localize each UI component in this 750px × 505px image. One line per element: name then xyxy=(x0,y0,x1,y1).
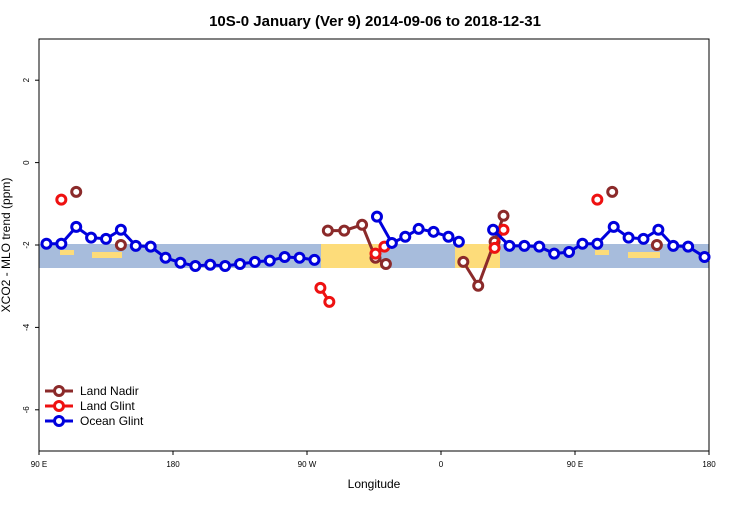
data-point xyxy=(323,295,336,308)
data-point xyxy=(591,193,604,206)
data-point xyxy=(497,223,510,236)
data-point xyxy=(379,257,392,270)
data-point xyxy=(442,230,455,243)
data-point xyxy=(607,220,620,233)
data-point xyxy=(234,257,246,270)
x-tick-label: 180 xyxy=(702,460,716,469)
legend-label: Land Glint xyxy=(80,399,135,413)
data-point xyxy=(452,235,465,248)
data-point xyxy=(174,256,187,269)
data-point xyxy=(189,260,202,273)
data-point xyxy=(563,246,576,259)
data-point xyxy=(457,255,470,268)
island xyxy=(92,252,122,258)
x-tick-label: 90 E xyxy=(567,460,583,469)
data-point xyxy=(385,236,398,249)
legend-label: Land Nadir xyxy=(80,384,139,398)
data-point xyxy=(129,239,142,252)
data-point xyxy=(114,223,127,236)
x-tick-label: 180 xyxy=(166,460,180,469)
x-tick-label: 0 xyxy=(439,460,444,469)
y-axis-label: XCO2 - MLO trend (ppm) xyxy=(0,178,13,313)
data-point xyxy=(70,220,83,233)
x-axis-label: Longitude xyxy=(348,477,401,491)
data-point xyxy=(518,239,531,252)
island xyxy=(60,250,74,255)
data-point xyxy=(321,224,334,237)
data-point xyxy=(263,254,276,267)
data-point xyxy=(55,193,68,206)
island xyxy=(628,252,660,258)
data-point xyxy=(370,210,383,223)
data-point xyxy=(369,247,382,260)
data-point xyxy=(606,185,619,198)
data-point xyxy=(159,251,172,264)
x-tick-label: 90 E xyxy=(31,460,47,469)
data-point xyxy=(637,232,650,245)
data-point xyxy=(698,250,711,263)
data-point xyxy=(412,222,425,235)
y-tick-label: 2 xyxy=(22,77,31,82)
data-point xyxy=(667,239,680,252)
data-point xyxy=(144,240,157,253)
data-point xyxy=(314,281,327,294)
y-tick-label: -6 xyxy=(22,406,31,414)
data-point xyxy=(204,258,217,271)
data-point xyxy=(399,230,412,243)
island xyxy=(595,250,609,255)
data-point xyxy=(248,255,261,268)
data-point xyxy=(503,239,516,252)
data-point xyxy=(591,237,604,250)
data-point xyxy=(488,241,501,254)
data-point xyxy=(548,247,561,260)
legend-marker xyxy=(53,415,65,427)
data-point xyxy=(576,237,589,250)
data-point xyxy=(682,240,695,253)
data-point xyxy=(100,232,112,245)
data-point xyxy=(338,224,351,237)
legend-marker xyxy=(53,385,65,397)
chart-title: 10S-0 January (Ver 9) 2014-09-06 to 2018… xyxy=(209,13,541,30)
data-point xyxy=(497,209,510,222)
y-tick-label: 0 xyxy=(22,160,31,165)
data-point xyxy=(472,279,485,292)
data-point xyxy=(55,237,68,250)
data-point xyxy=(650,239,663,251)
data-point xyxy=(40,237,53,250)
legend-label: Ocean Glint xyxy=(80,414,144,428)
data-point xyxy=(114,239,127,251)
data-point xyxy=(70,185,83,198)
data-point xyxy=(427,225,440,238)
data-point xyxy=(622,231,635,244)
data-point xyxy=(219,260,232,273)
x-tick-label: 90 W xyxy=(298,460,317,469)
data-point xyxy=(293,251,306,264)
data-point xyxy=(533,240,546,253)
data-point xyxy=(85,231,98,244)
data-point xyxy=(308,253,321,266)
data-point xyxy=(278,250,291,263)
data-point xyxy=(487,223,500,236)
y-tick-label: -4 xyxy=(22,323,31,331)
y-tick-label: -2 xyxy=(22,241,31,249)
data-point xyxy=(356,218,369,231)
legend-marker xyxy=(53,400,65,412)
data-point xyxy=(652,223,665,236)
